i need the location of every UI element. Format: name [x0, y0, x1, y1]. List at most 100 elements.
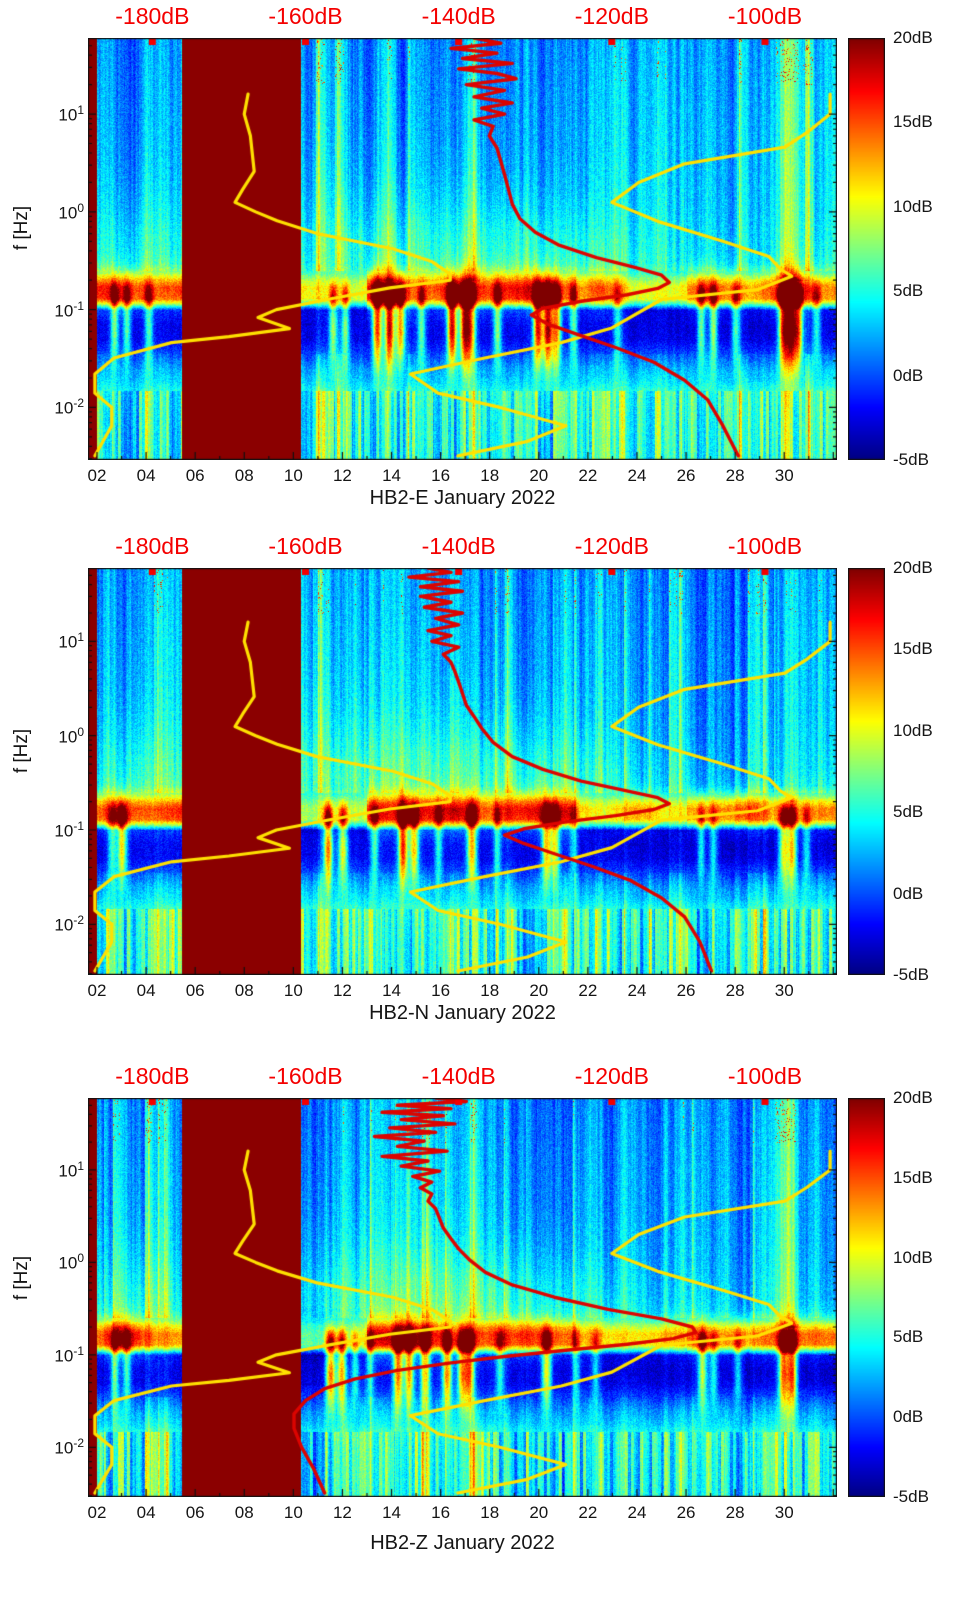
day-tick-label: 02 — [87, 1503, 107, 1522]
day-tick-label: 26 — [676, 466, 696, 485]
top-db-tick-label: -120dB — [574, 533, 649, 559]
day-tick-label: 16 — [431, 466, 451, 485]
top-db-tick-label: -160dB — [268, 533, 343, 559]
day-tick-label: 20 — [529, 981, 549, 1000]
colorbar-tick-label: 10dB — [893, 1247, 933, 1267]
freq-tick-label: 101 — [58, 630, 84, 653]
top-db-tick-label: -100dB — [727, 533, 803, 559]
colorbar-canvas — [848, 1098, 885, 1497]
day-tick-label: 30 — [774, 1503, 794, 1522]
day-tick-label: 28 — [725, 1503, 745, 1522]
day-tick-label: 08 — [234, 1503, 254, 1522]
freq-tick-label: 10-1 — [54, 1343, 84, 1366]
spectrogram-canvas — [88, 38, 837, 460]
day-tick-label: 30 — [774, 981, 794, 1000]
day-tick-label: 04 — [136, 1503, 156, 1522]
colorbar-tick-label: -5dB — [893, 450, 929, 469]
colorbar-tick-label: 15dB — [893, 1167, 933, 1187]
top-db-tick-label: -100dB — [727, 3, 803, 29]
freq-tick-label: 100 — [58, 724, 84, 747]
top-db-tick-label: -140dB — [421, 3, 496, 29]
day-tick-label: 14 — [382, 981, 401, 1000]
colorbar-tick-label: 20dB — [893, 558, 933, 577]
day-tick-label: 16 — [431, 981, 451, 1000]
day-tick-label: 06 — [185, 1503, 205, 1522]
day-tick-label: 28 — [725, 981, 745, 1000]
colorbar-tick-label: -5dB — [893, 965, 929, 984]
freq-tick-label: 10-2 — [54, 1436, 84, 1458]
day-tick-label: 06 — [185, 981, 205, 1000]
spectrogram-canvas — [88, 1098, 837, 1497]
top-db-tick-label: -180dB — [115, 3, 190, 29]
day-tick-label: 26 — [676, 981, 696, 1000]
colorbar-tick-label: -5dB — [893, 1487, 929, 1506]
day-tick-label: 14 — [382, 466, 401, 485]
colorbar-tick-label: 5dB — [893, 281, 924, 301]
panel-title: HB2-Z January 2022 — [370, 1532, 555, 1554]
top-db-tick-label: -180dB — [115, 533, 190, 559]
freq-tick-label: 10-1 — [54, 818, 84, 841]
colorbar-tick-label: 10dB — [893, 720, 933, 740]
day-tick-label: 22 — [578, 981, 598, 1000]
freq-tick-label: 100 — [58, 1251, 84, 1274]
day-tick-label: 18 — [480, 466, 500, 485]
day-tick-label: 12 — [332, 466, 352, 485]
top-db-tick-label: -160dB — [268, 1063, 343, 1089]
day-tick-label: 22 — [578, 466, 598, 485]
day-tick-label: 24 — [627, 981, 647, 1000]
colorbar-tick-label: 0dB — [893, 883, 924, 903]
day-tick-label: 30 — [774, 466, 794, 485]
colorbar-tick-label: 20dB — [893, 28, 933, 47]
colorbar-canvas — [848, 38, 885, 460]
colorbar-canvas — [848, 568, 885, 975]
colorbar-tick-label: 15dB — [893, 639, 933, 659]
day-tick-label: 08 — [234, 466, 254, 485]
top-db-tick-label: -180dB — [115, 1063, 190, 1089]
day-tick-label: 08 — [234, 981, 254, 1000]
freq-tick-label: 10-2 — [54, 396, 84, 419]
day-tick-label: 10 — [283, 466, 303, 485]
day-tick-label: 28 — [725, 466, 745, 485]
freq-axis-label: f [Hz] — [11, 1255, 32, 1300]
day-tick-label: 10 — [283, 981, 303, 1000]
day-tick-label: 20 — [529, 1503, 549, 1522]
freq-tick-label: 100 — [58, 200, 84, 223]
freq-tick-label: 10-1 — [54, 298, 84, 321]
day-tick-label: 16 — [431, 1503, 451, 1522]
freq-tick-label: 10-2 — [54, 913, 84, 935]
colorbar-tick-label: 10dB — [893, 196, 933, 216]
colorbar-tick-label: 15dB — [893, 112, 933, 132]
day-tick-label: 18 — [480, 1503, 500, 1522]
colorbar-tick-label: 5dB — [893, 802, 924, 822]
colorbar-tick-label: 5dB — [893, 1327, 924, 1347]
day-tick-label: 04 — [136, 466, 156, 485]
day-tick-label: 22 — [578, 1503, 598, 1522]
colorbar-tick-label: 20dB — [893, 1088, 933, 1107]
top-db-tick-label: -120dB — [574, 1063, 649, 1089]
day-tick-label: 06 — [185, 466, 205, 485]
freq-tick-label: 101 — [58, 1158, 84, 1181]
top-db-tick-label: -100dB — [727, 1063, 803, 1089]
day-tick-label: 24 — [627, 1503, 647, 1522]
day-tick-label: 04 — [136, 981, 156, 1000]
top-db-tick-label: -140dB — [421, 533, 496, 559]
day-tick-label: 20 — [529, 466, 549, 485]
top-db-tick-label: -160dB — [268, 3, 343, 29]
day-tick-label: 12 — [332, 981, 352, 1000]
day-tick-label: 14 — [382, 1503, 401, 1522]
day-tick-label: 26 — [676, 1503, 696, 1522]
panel-title: HB2-E January 2022 — [369, 487, 556, 509]
day-tick-label: 02 — [87, 466, 107, 485]
colorbar-tick-label: 0dB — [893, 365, 924, 385]
day-tick-label: 10 — [283, 1503, 303, 1522]
top-db-tick-label: -120dB — [574, 3, 649, 29]
spectrogram-canvas — [88, 568, 837, 975]
panel-title: HB2-N January 2022 — [369, 1002, 556, 1024]
top-db-tick-label: -140dB — [421, 1063, 496, 1089]
day-tick-label: 18 — [480, 981, 500, 1000]
colorbar-tick-label: 0dB — [893, 1407, 924, 1427]
day-tick-label: 02 — [87, 981, 107, 1000]
